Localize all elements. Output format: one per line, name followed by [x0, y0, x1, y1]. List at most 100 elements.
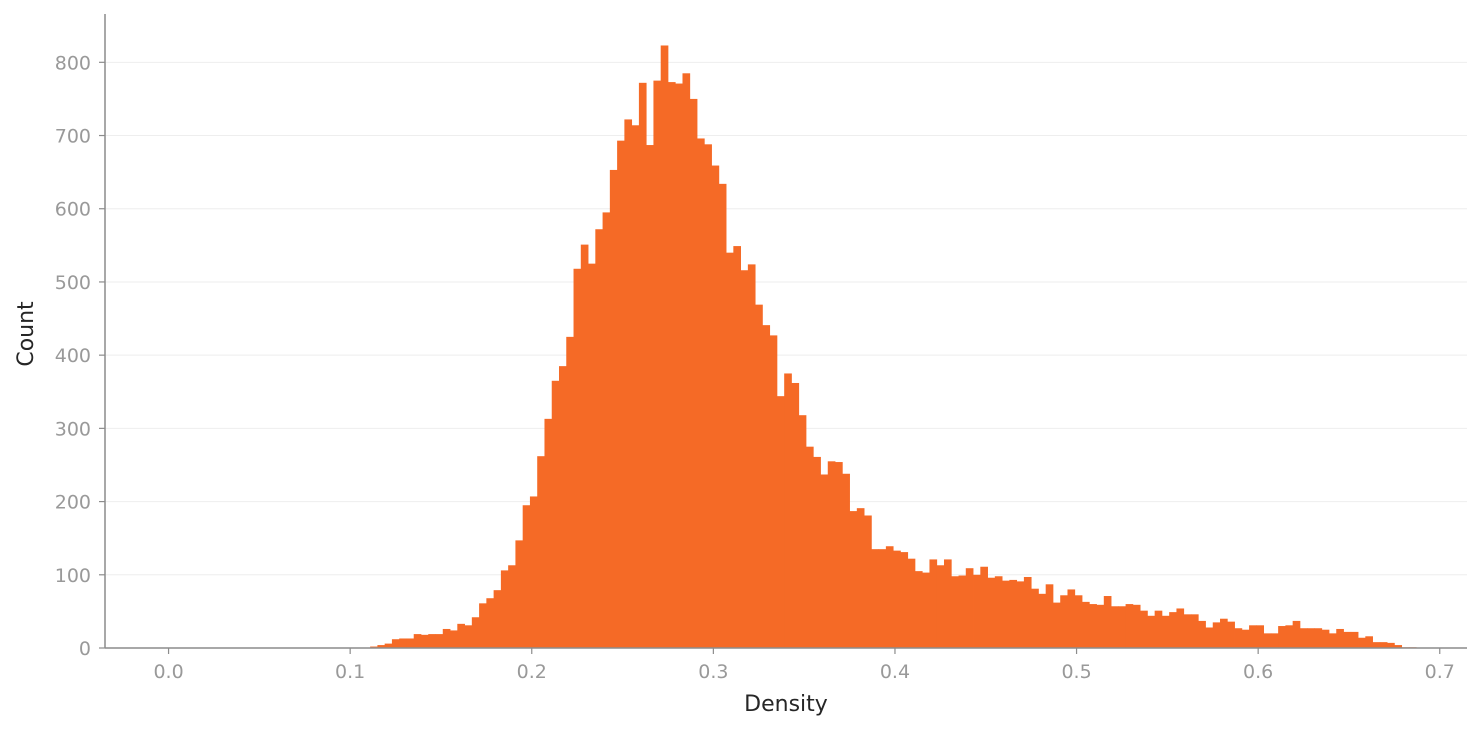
histogram-bar	[893, 550, 901, 648]
histogram-bar	[914, 571, 923, 648]
histogram-bar	[435, 634, 444, 648]
histogram-bar	[1183, 614, 1192, 648]
histogram-bar	[864, 515, 872, 648]
histogram-bar	[900, 552, 909, 648]
histogram-bar	[791, 382, 800, 648]
histogram-bar	[689, 98, 698, 649]
histogram-bar	[653, 80, 662, 649]
histogram-bar	[958, 575, 967, 648]
histogram-bar	[1132, 604, 1141, 648]
histogram-bar	[726, 252, 734, 648]
histogram-bar	[406, 638, 415, 648]
histogram-bar	[1096, 604, 1105, 648]
histogram-bar	[827, 461, 836, 648]
histogram-bar	[1169, 612, 1177, 648]
histogram-bar	[377, 645, 386, 648]
histogram-bar	[798, 415, 807, 648]
y-tick-label: 500	[55, 272, 91, 294]
histogram-bar	[943, 559, 952, 648]
histogram-bar	[849, 511, 858, 648]
x-ticks: 0.0 0.1 0.2 0.3 0.4 0.5 0.6 0.7	[153, 648, 1455, 683]
histogram-bar	[1009, 579, 1018, 648]
histogram-bar	[638, 82, 647, 648]
x-tick-label: 0.1	[335, 661, 365, 683]
histogram-bar	[595, 229, 603, 649]
histogram-bar	[602, 212, 611, 648]
histogram-bar	[1038, 593, 1047, 648]
x-axis-label: Density	[744, 692, 828, 717]
axes	[104, 14, 1467, 649]
histogram-bar	[667, 82, 676, 648]
histogram-bar	[805, 446, 814, 648]
y-axis-label: Count	[14, 301, 39, 367]
histogram-bar	[1350, 631, 1359, 648]
histogram-bar	[537, 456, 545, 648]
histogram-bar	[1103, 596, 1112, 648]
histogram-bar	[1125, 604, 1134, 648]
histogram-bar	[856, 508, 865, 648]
histogram-bar	[500, 570, 509, 648]
histogram-bar	[573, 268, 582, 648]
histogram-bar	[1002, 580, 1010, 648]
x-tick-label: 0.5	[1061, 661, 1091, 683]
histogram-bar	[987, 577, 996, 648]
histogram-bar	[813, 456, 821, 648]
histogram-bar	[544, 418, 553, 648]
x-tick-label: 0.0	[153, 661, 183, 683]
histogram-bar	[922, 572, 930, 648]
histogram-bar	[718, 183, 727, 648]
y-tick-label: 400	[55, 345, 91, 367]
y-tick-label: 700	[55, 126, 91, 148]
histogram-bar	[740, 270, 749, 648]
histogram-bar	[704, 144, 712, 648]
histogram-bar	[769, 335, 778, 648]
histogram-bar	[1140, 610, 1148, 648]
histogram-bar	[885, 546, 894, 648]
histogram-bar	[493, 590, 502, 648]
histogram-bar	[631, 125, 640, 649]
x-tick-label: 0.6	[1243, 661, 1273, 683]
histogram-bar	[1292, 620, 1301, 648]
y-tick-label: 200	[55, 492, 91, 514]
histogram-bar	[660, 45, 669, 649]
histogram-bar	[384, 643, 393, 648]
histogram-bar	[624, 119, 633, 649]
histogram-bar	[1052, 602, 1061, 648]
histogram-bar	[399, 638, 407, 648]
histogram-bar	[479, 603, 487, 648]
histogram-bar	[1358, 637, 1366, 648]
histogram-bar	[1060, 595, 1068, 648]
histogram-bar	[1387, 642, 1395, 648]
histogram-bar	[1227, 621, 1235, 648]
histogram-bar	[428, 634, 436, 648]
histogram-bars	[370, 45, 1417, 649]
histogram-bar	[1161, 615, 1170, 648]
histogram-bar	[588, 263, 596, 648]
histogram-bar	[871, 549, 880, 648]
y-tick-label: 300	[55, 418, 91, 440]
histogram-bar	[1336, 628, 1344, 648]
histogram-bar	[1241, 629, 1250, 648]
histogram-bar	[1212, 622, 1221, 648]
histogram-bar	[391, 639, 400, 648]
histogram-bar	[842, 473, 850, 648]
histogram-bar	[1031, 588, 1039, 648]
histogram-bar	[973, 574, 981, 648]
histogram-bar	[1372, 642, 1381, 648]
histogram-bar	[1343, 631, 1352, 648]
histogram-bar	[1190, 614, 1199, 648]
histogram-bar	[1118, 606, 1126, 648]
histogram-bar	[1314, 628, 1323, 648]
x-tick-label: 0.3	[698, 661, 728, 683]
histogram-bar	[413, 634, 422, 648]
histogram-bar	[776, 396, 785, 648]
histogram-bar	[711, 165, 720, 648]
histogram-bar	[1154, 610, 1163, 648]
histogram-bar	[1198, 620, 1206, 648]
histogram-bar	[471, 617, 480, 648]
histogram-bar	[747, 264, 756, 648]
histogram-bar	[457, 623, 465, 648]
histogram-bar	[1089, 604, 1097, 648]
histogram-bar	[1285, 625, 1294, 648]
histogram-bar	[1365, 636, 1373, 648]
